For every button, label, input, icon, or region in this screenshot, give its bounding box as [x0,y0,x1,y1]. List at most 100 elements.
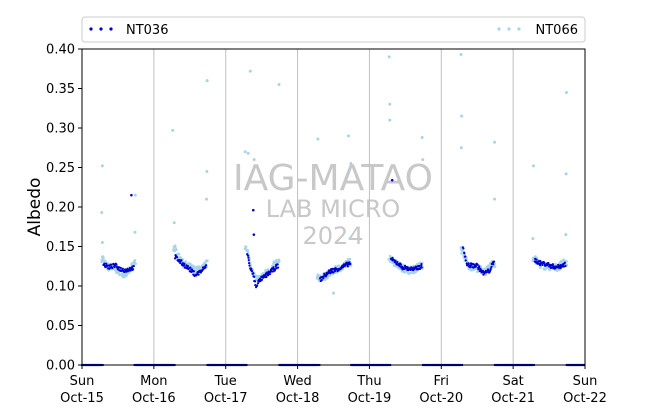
data-point-outlier [388,102,392,106]
data-point [186,264,190,268]
data-point [256,284,259,287]
data-point [415,265,418,269]
data-point [467,263,470,266]
y-tick-label: 0.10 [46,280,75,295]
data-point [399,263,402,266]
data-point [490,265,493,268]
data-point [256,282,260,285]
data-point [179,261,182,265]
data-point [477,268,480,271]
data-point-outlier [564,90,568,94]
data-point-outlier [171,128,175,132]
data-point-outlier [387,55,391,59]
data-point [248,261,251,265]
data-point [493,265,497,268]
legend-marker-nt036 [89,27,113,31]
data-point-outlier [390,178,394,182]
data-point-outlier [346,134,350,138]
x-tick-label-date: Oct-18 [276,391,320,406]
data-point [246,251,250,254]
data-point [260,278,264,281]
y-tick-label: 0.20 [46,201,75,216]
data-point-outlier [421,158,425,162]
data-point [103,262,106,265]
data-point-outlier [205,169,209,173]
data-point [189,266,192,269]
data-point [420,263,423,266]
data-point-outlier [277,83,281,87]
data-point [539,264,542,267]
data-point [476,263,479,266]
data-point [320,278,323,282]
data-point [344,264,347,267]
x-tick-label-day: Tue [214,374,237,389]
legend: NT036 NT066 [81,16,586,43]
x-tick-label-date: Oct-21 [491,391,535,406]
data-point [409,271,413,275]
data-point-outlier [243,150,247,154]
data-point [463,252,466,255]
data-point-outlier [100,241,104,245]
data-point [132,268,135,271]
data-point [396,260,399,264]
data-point [205,264,208,267]
data-point [394,259,397,263]
data-point [118,273,122,276]
data-point [266,268,270,271]
data-point [185,266,189,269]
data-point [133,259,137,262]
data-point [464,259,467,262]
y-axis-label: Albedo [25,178,45,237]
x-tick-label-day: Mon [140,374,167,389]
data-point [117,268,120,271]
data-point [268,273,271,276]
data-point [110,263,113,266]
data-point [175,256,179,259]
data-point [489,267,492,270]
data-point-outlier [100,164,104,168]
data-point [563,261,566,264]
data-point [272,266,275,269]
data-point [346,265,349,268]
data-point [418,264,421,268]
data-point [265,275,268,279]
x-tick-label-day: Wed [283,374,311,389]
data-point [551,263,554,266]
data-point [469,266,472,269]
data-point [492,263,495,266]
data-points [80,53,586,367]
data-point [248,264,251,267]
data-point [273,268,277,271]
y-axis: 0.00 0.05 0.10 0.15 0.20 0.25 0.30 0.35 0.40 [46,43,82,374]
data-point [247,256,250,259]
data-point-outlier [100,211,104,215]
data-point [173,245,177,248]
data-point [182,264,186,267]
data-point-outlier [460,114,464,118]
y-tick-label: 0.00 [46,359,75,374]
data-point [193,265,196,269]
data-point [246,248,249,252]
data-point [175,248,178,251]
data-point [560,265,564,268]
data-point [266,274,270,277]
legend-box [81,16,586,43]
data-point-outlier [459,53,463,57]
data-point-outlier [252,233,256,236]
data-point [547,261,550,265]
grid-lines [153,49,514,365]
x-tick-label-day: Sun [573,374,598,389]
data-point [541,263,544,267]
data-point [556,269,559,272]
data-point-outlier [564,172,568,176]
data-point [119,266,122,270]
data-point [250,269,254,273]
data-point [100,260,104,264]
data-point [183,262,186,265]
data-point [420,264,423,267]
data-point [197,273,200,276]
data-point [204,266,207,269]
data-point-outlier [133,230,137,234]
data-point [462,247,465,250]
